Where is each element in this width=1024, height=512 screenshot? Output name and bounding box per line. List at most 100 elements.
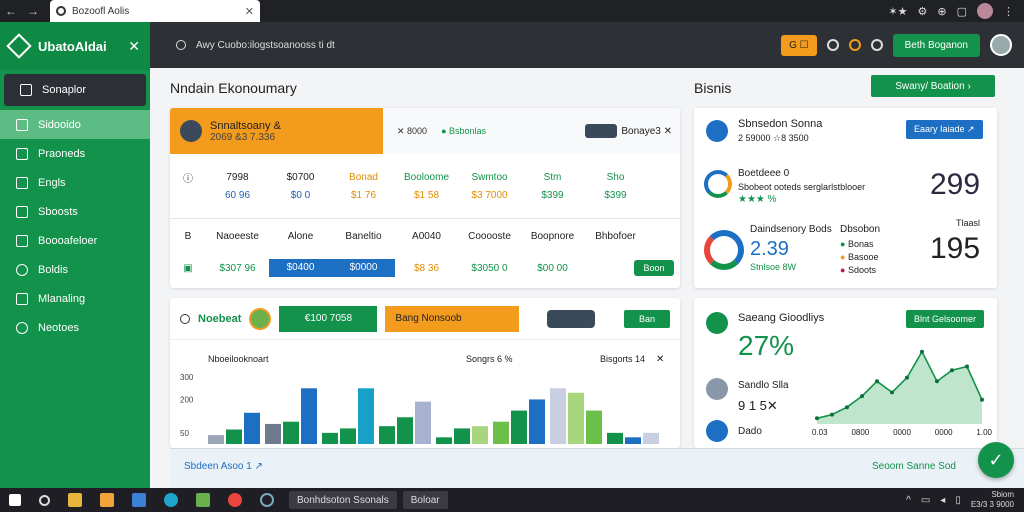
- settings-icon[interactable]: ⚙: [917, 5, 928, 18]
- chart-green-bar[interactable]: €100 7058: [279, 305, 378, 332]
- tab-title: Bozoofl Aolis: [72, 5, 130, 17]
- highlight-banner: Snnaltsoany & 2069 &3 7.336: [170, 108, 383, 154]
- column-header: Alone: [287, 230, 314, 242]
- back-icon[interactable]: ←: [5, 4, 17, 18]
- sidebar-item-0[interactable]: Sonaplor: [4, 74, 146, 106]
- chart-orange-bar[interactable]: Bang Nonsoob: [385, 305, 520, 332]
- clock-icon[interactable]: [260, 493, 274, 507]
- lock-icon: [180, 313, 190, 324]
- chrome-icon[interactable]: [228, 493, 242, 507]
- window-icon[interactable]: ▢: [956, 5, 967, 18]
- row-action-button[interactable]: Boon: [634, 260, 674, 276]
- stats-big-value-1: 299: [930, 168, 981, 201]
- table-cell: $399: [604, 189, 627, 201]
- sidebar-item-3[interactable]: Engls: [0, 168, 150, 197]
- trend-card: Saeang Gioodliys Blnt Gelsoomer 27% Sand…: [694, 298, 997, 448]
- tab-close-icon[interactable]: ✕: [244, 5, 254, 18]
- trend-chart: [815, 349, 984, 424]
- table-cell: Booloome: [403, 171, 450, 183]
- sidebar-item-label: Mlanaling: [38, 292, 86, 305]
- dashboard-icon: [16, 118, 28, 131]
- notification-pill[interactable]: G ☐: [781, 34, 817, 56]
- edge-icon[interactable]: [164, 493, 178, 507]
- sidebar-item-label: Praoneds: [38, 147, 86, 160]
- legend-item: ● Sdoots: [840, 265, 876, 275]
- stats-item1-rating: ★★★ %: [738, 194, 777, 205]
- trend-button[interactable]: Blnt Gelsoomer: [906, 310, 985, 328]
- table-row[interactable]: ▣ $307 96 $0400 $0000 $8 36 $3050 0 $00 …: [170, 259, 680, 277]
- table-cell: 60 96: [224, 189, 251, 201]
- user-avatar[interactable]: [990, 34, 1012, 56]
- sidebar-item-6[interactable]: Boldis: [0, 255, 150, 284]
- search-icon[interactable]: [39, 494, 50, 506]
- footer-left-link[interactable]: Sbdeen Asoo 1 ↗: [184, 461, 263, 472]
- sidebar-item-5[interactable]: Boooafeloer: [0, 226, 150, 255]
- bar-5: [301, 388, 317, 444]
- store-icon[interactable]: [132, 493, 146, 507]
- toggle-icon[interactable]: [547, 309, 596, 328]
- forward-icon[interactable]: →: [27, 4, 39, 18]
- search-input[interactable]: Awy Cuobo:ilogstsoanooss ti dt: [162, 31, 462, 59]
- banner-value: 2069 &3 7.336: [210, 131, 276, 143]
- profile-avatar[interactable]: [977, 3, 993, 19]
- clock[interactable]: Sbiom E3/3 3 9000: [971, 490, 1014, 510]
- drop-icon[interactable]: [826, 39, 839, 51]
- sidebar-close-icon[interactable]: ✕: [128, 37, 140, 54]
- divider: [170, 218, 680, 219]
- row-checkbox[interactable]: ▣: [183, 262, 193, 274]
- bar-10: [397, 417, 413, 444]
- legend-item: ● Basooe: [840, 252, 878, 262]
- toggle-icon: [585, 124, 618, 138]
- bar-1: [226, 429, 242, 444]
- sync-icon[interactable]: [870, 39, 883, 51]
- app-header: Awy Cuobo:ilogstsoanooss ti dt G ☐ Beth …: [150, 22, 1024, 68]
- chart-card-label: Noebeat: [198, 312, 242, 325]
- trend-percent: 27%: [738, 330, 795, 361]
- start-icon[interactable]: [9, 494, 21, 506]
- chart-card-header: Noebeat €100 7058 Bang Nonsoob Ban: [170, 298, 680, 340]
- camera-icon[interactable]: [100, 493, 114, 507]
- table-cell: Stm: [543, 171, 562, 183]
- x-tick-label: 1.00: [976, 428, 992, 437]
- sidebar-item-7[interactable]: Mlanaling: [0, 284, 150, 313]
- sidebar-item-8[interactable]: Neotoes: [0, 313, 150, 342]
- chevron-up-icon[interactable]: ^: [906, 494, 911, 506]
- table-header-row: B Naoeeste Alone Baneltio A0040 Cooooste…: [170, 227, 680, 245]
- bookmark-icon[interactable]: ✶★: [888, 5, 908, 18]
- table-cell: $3 7000: [471, 189, 508, 201]
- flower-icon[interactable]: [848, 39, 861, 51]
- chart-legend-close-icon: ✕: [656, 354, 664, 365]
- table-cell-selected[interactable]: $0400: [269, 259, 332, 277]
- folder-icon: [16, 234, 28, 247]
- stats-title: Sbnsedon Sonna: [738, 118, 823, 130]
- stats-button[interactable]: Eaary Iaiade ↗: [906, 120, 983, 139]
- bar-chart: Nboeilooknoart Songrs 6 % Bisgorts 14 ✕ 300 2…: [180, 354, 664, 444]
- meta-count: ✕ 8000: [397, 125, 428, 136]
- header-action-button[interactable]: Beth Boganon: [892, 33, 980, 57]
- taskbar-app-2[interactable]: Boloar: [402, 491, 448, 509]
- y-tick-label: 50: [180, 429, 189, 438]
- network-icon[interactable]: ▭: [920, 494, 931, 506]
- game-icon[interactable]: [196, 493, 210, 507]
- battery-icon[interactable]: ▯: [955, 494, 961, 506]
- volume-icon[interactable]: ◂: [940, 494, 946, 506]
- menu-icon[interactable]: ⋮: [1003, 5, 1014, 18]
- taskbar-app-1[interactable]: Bonhdsoton Ssonals: [289, 491, 397, 509]
- check-fab-button[interactable]: ✓: [978, 442, 1014, 478]
- folder-icon[interactable]: [68, 493, 82, 507]
- trend-item1: Sandlo Slla: [738, 380, 789, 391]
- browser-tab[interactable]: Bozoofl Aolis ✕: [50, 0, 260, 22]
- trend-point-2: [845, 405, 849, 410]
- bar-3: [265, 423, 281, 444]
- bar-13: [454, 428, 470, 444]
- sidebar-item-4[interactable]: Sboosts: [0, 197, 150, 226]
- search-text: Awy Cuobo:ilogstsoanooss ti dt: [196, 39, 335, 51]
- filter-chip[interactable]: Bonaye3 ✕: [585, 124, 672, 138]
- sidebar-item-2[interactable]: Praoneds: [0, 139, 150, 168]
- bar-16: [511, 410, 527, 444]
- right-section-button[interactable]: Swany/ Boation ›: [871, 75, 995, 97]
- extension-icon[interactable]: ⊕: [937, 5, 947, 18]
- table-cell-selected[interactable]: $0000: [332, 259, 395, 277]
- chart-action-button[interactable]: Ban: [624, 309, 670, 328]
- sidebar-item-1[interactable]: Sidooido: [0, 110, 150, 139]
